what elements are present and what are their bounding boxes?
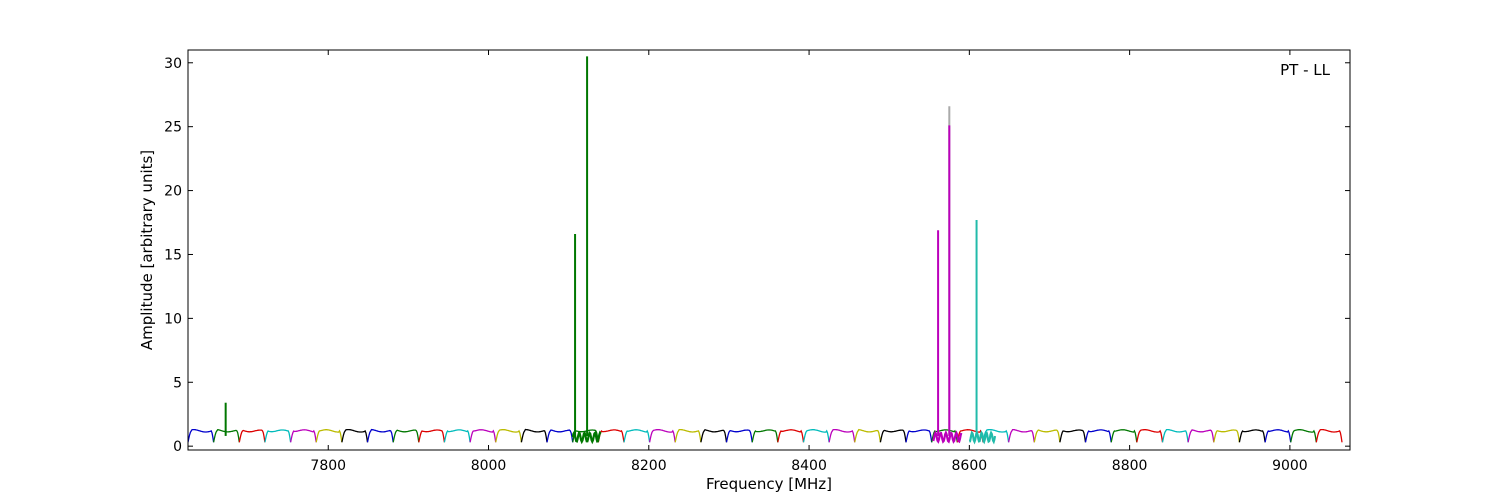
channel-baseline-line	[674, 428, 702, 443]
channel-baseline-line	[982, 428, 1010, 443]
x-tick-label: 8200	[631, 458, 667, 474]
channel-baseline-line	[418, 429, 446, 443]
channel-baseline-line	[777, 429, 805, 443]
channel-baseline-line	[802, 429, 830, 443]
channel-baseline-line	[956, 429, 984, 443]
y-tick-label: 20	[164, 184, 182, 200]
channel-baseline-line	[366, 428, 394, 443]
channel-baseline-line	[623, 429, 651, 443]
channel-baseline-line	[1264, 429, 1292, 443]
channel-baseline-line	[520, 428, 548, 443]
noise-region-line	[571, 430, 602, 445]
channel-baseline-line	[1238, 429, 1266, 443]
channel-baseline-line	[1059, 429, 1087, 443]
channel-baseline-line	[572, 429, 599, 443]
channel-baseline-line	[289, 429, 317, 443]
channel-baseline-line	[879, 429, 907, 443]
plot-area	[187, 49, 1351, 451]
x-axis-label: Frequency [MHz]	[706, 475, 832, 493]
noise-region-line	[932, 430, 963, 444]
channel-baseline-line	[238, 429, 266, 443]
channel-baseline-line	[905, 429, 933, 443]
series-layer	[188, 56, 1343, 445]
x-tick-label: 8600	[952, 458, 988, 474]
channel-baseline-line	[700, 429, 728, 443]
channel-baseline-line	[1187, 429, 1215, 443]
y-tick-label: 15	[164, 247, 182, 263]
y-tick-label: 30	[164, 56, 182, 72]
channel-baseline-line	[188, 428, 215, 443]
y-tick-label: 5	[173, 375, 182, 391]
y-tick-label: 10	[164, 311, 182, 327]
channel-baseline-line	[1213, 429, 1241, 443]
channel-baseline-line	[751, 429, 779, 443]
channel-baseline-line	[341, 428, 369, 443]
x-tick-label: 8000	[471, 458, 507, 474]
channel-baseline-line	[1033, 429, 1061, 443]
channel-baseline-line	[264, 429, 292, 443]
y-tick-label: 25	[164, 120, 182, 136]
channel-baseline-line	[1110, 429, 1138, 443]
channel-baseline-line	[1084, 429, 1112, 443]
channel-baseline-line	[1290, 429, 1317, 443]
channel-baseline-line	[1161, 428, 1189, 443]
x-tick-label: 7800	[310, 458, 346, 474]
channel-baseline-line	[469, 429, 497, 443]
channel-baseline-line	[597, 429, 625, 443]
channel-baseline-line	[1136, 429, 1164, 443]
x-tick-label: 8800	[1112, 458, 1148, 474]
plot-frame	[187, 49, 1351, 451]
y-tick-label: 0	[173, 439, 182, 455]
channel-baseline-line	[1315, 428, 1343, 443]
x-axis: 7800 8000 8200 8400 8600 8800 9000	[310, 50, 1308, 474]
channel-baseline-line	[1007, 428, 1035, 443]
channel-baseline-line	[854, 428, 882, 443]
y-axis-label: Amplitude [arbitrary units]	[138, 150, 156, 350]
channel-baseline-line	[648, 429, 676, 443]
noise-region-line	[968, 430, 997, 445]
channel-baseline-line	[443, 429, 471, 443]
y-axis: 0 5 10 15 20 25 30	[164, 56, 1350, 455]
channel-baseline-line	[546, 429, 574, 443]
plot-annotation: PT - LL	[1280, 61, 1331, 79]
channel-baseline-line	[725, 429, 753, 443]
x-tick-label: 8400	[791, 458, 827, 474]
channel-baseline-line	[392, 429, 420, 443]
x-tick-label: 9000	[1272, 458, 1308, 474]
channel-baseline-line	[495, 429, 523, 443]
channel-baseline-line	[828, 428, 856, 443]
channel-baseline-line	[315, 429, 343, 443]
